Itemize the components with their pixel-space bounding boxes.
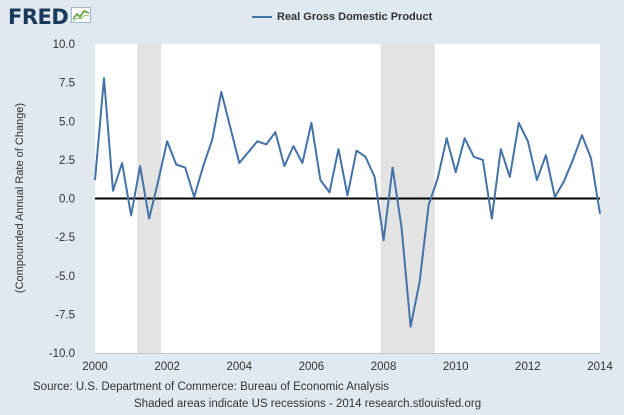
source-note: Source: U.S. Department of Commerce: Bur… (33, 381, 390, 393)
logo-text: FRED (8, 5, 69, 29)
gdp-series-line (94, 77, 601, 328)
legend-label: Real Gross Domestic Product (277, 11, 433, 23)
x-tick-label: 2010 (443, 361, 469, 373)
y-tick-label: 10.0 (53, 39, 75, 51)
y-tick-labels: 10.0 7.5 5.0 2.5 0.0 -2.5 -5.0 -7.5 -10.0 (49, 39, 75, 360)
x-tick-label: 2000 (82, 361, 108, 373)
axes (95, 197, 600, 354)
recession-footnote: Shaded areas indicate US recessions - 20… (134, 398, 482, 410)
legend-swatch (252, 16, 272, 18)
y-tick-label: -2.5 (55, 232, 75, 244)
x-tick-labels: 2000 2002 2004 2006 2008 2010 2012 2014 (82, 361, 613, 373)
chart-legend: Real Gross Domestic Product (252, 11, 432, 23)
y-tick-label: 7.5 (59, 78, 75, 90)
x-tick-label: 2012 (515, 361, 541, 373)
fred-logo[interactable]: FRED (8, 5, 92, 29)
y-tick-label: 5.0 (59, 116, 75, 128)
x-tick-label: 2006 (299, 361, 325, 373)
y-tick-label: -5.0 (55, 271, 75, 283)
x-tick-label: 2008 (371, 361, 397, 373)
y-tick-label: -10.0 (49, 348, 75, 360)
line-chart-icon (71, 6, 92, 28)
x-tick-label: 2002 (154, 361, 180, 373)
x-tick-label: 2014 (587, 361, 613, 373)
y-axis-label: (Compounded Annual Rate of Change) (14, 103, 26, 293)
y-tick-label: 2.5 (59, 155, 75, 167)
y-tick-label: -7.5 (55, 309, 75, 321)
x-tick-label: 2004 (226, 361, 252, 373)
series-layer (94, 77, 601, 328)
y-tick-label: 0.0 (59, 194, 75, 206)
